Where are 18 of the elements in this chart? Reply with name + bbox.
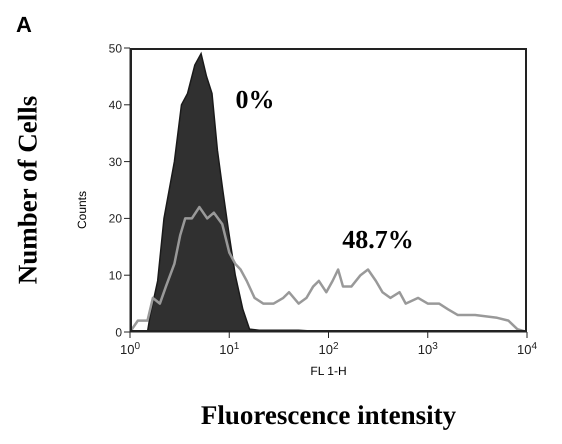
y-tick-label: 20	[108, 212, 122, 226]
annotation: 48.7%	[342, 225, 414, 255]
y-tick-label: 40	[108, 98, 122, 112]
x-tick-label: 10$^{1}$	[219, 340, 240, 357]
x-tick-label: 10$^{0}$	[120, 340, 140, 357]
x-tick-label: 10$^{3}$	[418, 340, 438, 357]
y-tick-label: 30	[108, 154, 122, 169]
annotation: 0%	[236, 85, 274, 115]
y-axis-title: Number of Cells	[12, 96, 44, 284]
y-tick-label: 0	[115, 325, 122, 340]
text: Counts	[75, 190, 89, 230]
x-axis-title: Fluorescence intensity	[200, 400, 456, 431]
x-tick-label: 10$^{2}$	[318, 340, 339, 357]
y-tick-label: 50	[108, 41, 122, 56]
y-tick-label: 10	[108, 268, 122, 282]
chart-title: A	[16, 12, 32, 38]
x-tick-label: 10$^{4}$	[516, 340, 538, 357]
text: FL 1-H	[310, 364, 347, 378]
